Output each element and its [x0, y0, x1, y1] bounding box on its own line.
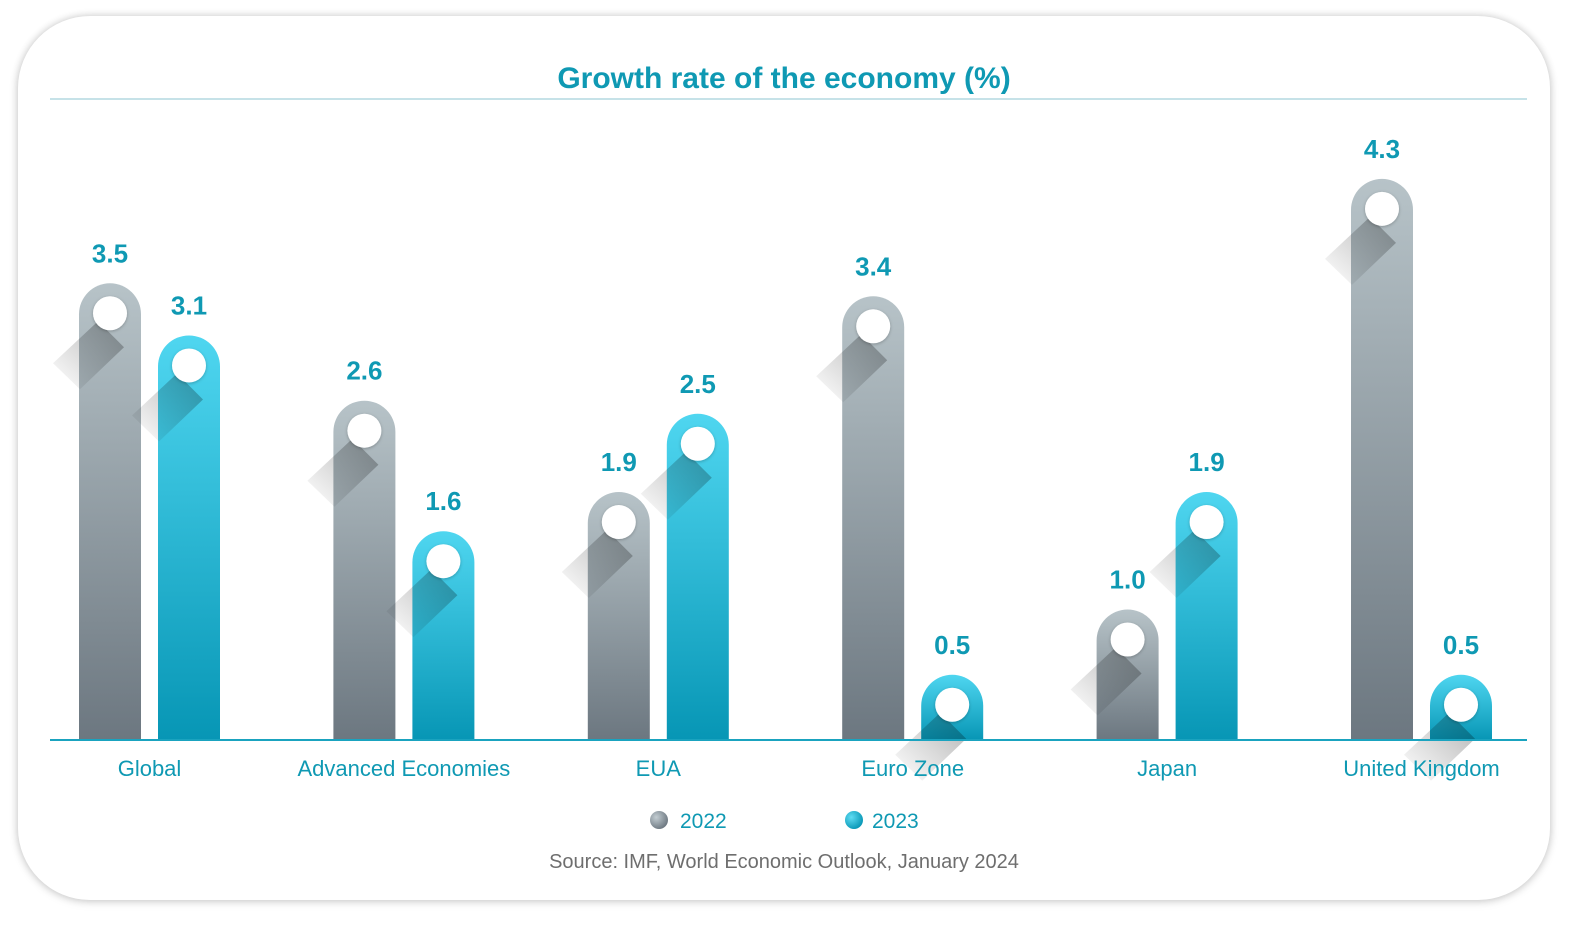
- legend-label-2023: 2023: [872, 810, 919, 833]
- category-label-eua: EUA: [636, 756, 682, 781]
- bar-global-2022: [79, 283, 141, 740]
- category-labels: Global Advanced Economies EUA Euro Zone Japa…: [118, 756, 1500, 781]
- bar-shadow-united-kingdom-2022: [1325, 216, 1396, 285]
- value-label-japan-2022: 1.0: [1110, 565, 1146, 595]
- bar-dot-advanced-economies-2022: [347, 413, 382, 448]
- legend: 2022 2023: [650, 810, 919, 833]
- bar-shadow-advanced-economies-2023: [386, 569, 458, 638]
- chart-title: Growth rate of the economy (%): [557, 62, 1010, 95]
- value-label-euro-zone-2022: 3.4: [855, 251, 892, 281]
- legend-label-2022: 2022: [680, 810, 727, 833]
- category-label-euro-zone: Euro Zone: [861, 756, 964, 781]
- bar-dot-eua-2022: [601, 505, 636, 540]
- bar-shadow-eua-2023: [640, 451, 712, 520]
- value-label-global-2022: 3.5: [92, 238, 128, 268]
- value-label-euro-zone-2023: 0.5: [934, 630, 970, 660]
- bar-shadow-united-kingdom-2023: [1404, 712, 1475, 781]
- bar-euro-zone-2022: [842, 296, 905, 740]
- bar-dot-eua-2023: [680, 426, 715, 461]
- legend-swatch-2022: [650, 811, 668, 829]
- bar-shadow-japan-2022: [1070, 647, 1142, 716]
- bar-dot-united-kingdom-2022: [1365, 191, 1399, 226]
- bar-shadow-advanced-economies-2022: [307, 438, 379, 507]
- category-label-united-kingdom: United Kingdom: [1343, 756, 1500, 781]
- bar-dot-global-2023: [172, 348, 206, 383]
- value-label-advanced-economies-2022: 2.6: [346, 356, 382, 386]
- bar-shadow-euro-zone-2022: [816, 334, 888, 403]
- bar-dot-japan-2022: [1110, 622, 1145, 657]
- value-label-united-kingdom-2022: 4.3: [1364, 134, 1400, 164]
- bar-shadow-eua-2022: [561, 530, 633, 599]
- bar-dot-euro-zone-2022: [856, 309, 891, 344]
- value-label-japan-2023: 1.9: [1189, 447, 1225, 477]
- bar-dot-global-2022: [93, 296, 127, 331]
- source-note: Source: IMF, World Economic Outlook, Jan…: [549, 851, 1019, 873]
- bar-shadow-japan-2023: [1149, 530, 1221, 599]
- bar-shadow-global-2023: [132, 373, 203, 442]
- bar-dot-united-kingdom-2023: [1444, 687, 1478, 722]
- bar-shadow-global-2022: [53, 321, 124, 390]
- category-label-advanced-economies: Advanced Economies: [298, 756, 511, 781]
- bar-global-2023: [158, 335, 220, 740]
- value-label-united-kingdom-2023: 0.5: [1443, 630, 1479, 660]
- value-label-eua-2022: 1.9: [601, 447, 637, 477]
- chart-card: [18, 16, 1550, 900]
- bar-dot-advanced-economies-2023: [426, 544, 461, 579]
- category-label-global: Global: [118, 756, 182, 781]
- bar-dot-euro-zone-2023: [935, 687, 970, 722]
- legend-swatch-2023: [845, 811, 863, 829]
- bar-united-kingdom-2022: [1351, 178, 1413, 741]
- category-label-japan: Japan: [1137, 756, 1197, 781]
- bars-layer: 3.5 3.1 2.6 1.6 1.9 2.5 3.4 0.5 1.0 1.9 4.3 0.5: [53, 134, 1492, 781]
- value-label-global-2023: 3.1: [171, 290, 207, 320]
- value-label-advanced-economies-2023: 1.6: [425, 486, 461, 516]
- value-label-eua-2023: 2.5: [680, 369, 716, 399]
- bar-shadow-euro-zone-2023: [895, 712, 967, 781]
- bar-dot-japan-2023: [1189, 505, 1224, 540]
